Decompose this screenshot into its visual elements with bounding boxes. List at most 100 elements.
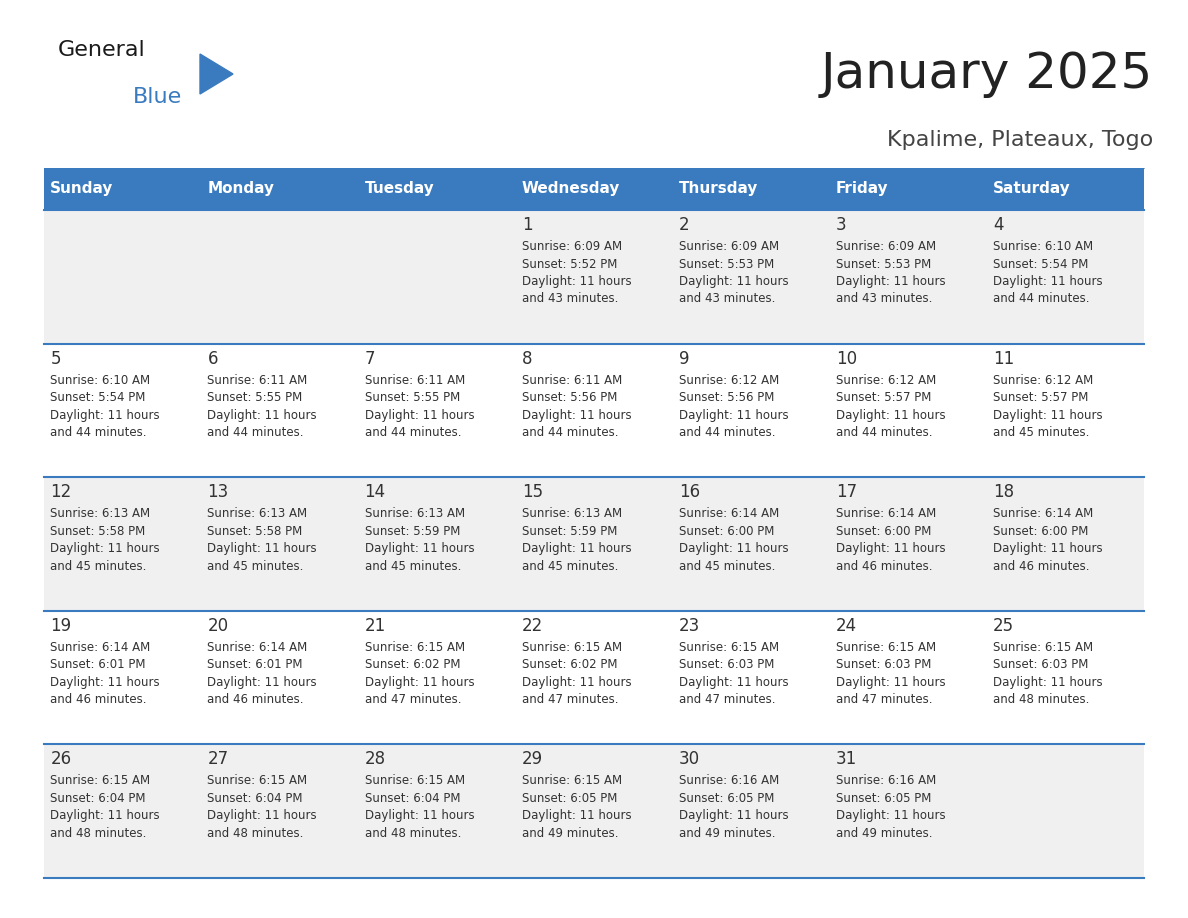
- Text: 8: 8: [522, 350, 532, 367]
- Text: Sunrise: 6:13 AM
Sunset: 5:59 PM
Daylight: 11 hours
and 45 minutes.: Sunrise: 6:13 AM Sunset: 5:59 PM Dayligh…: [365, 508, 474, 573]
- Text: Sunrise: 6:09 AM
Sunset: 5:53 PM
Daylight: 11 hours
and 43 minutes.: Sunrise: 6:09 AM Sunset: 5:53 PM Dayligh…: [678, 240, 789, 306]
- Text: Sunrise: 6:09 AM
Sunset: 5:53 PM
Daylight: 11 hours
and 43 minutes.: Sunrise: 6:09 AM Sunset: 5:53 PM Dayligh…: [836, 240, 946, 306]
- Text: 22: 22: [522, 617, 543, 635]
- Bar: [672, 343, 829, 477]
- Bar: [44, 744, 201, 878]
- Text: 11: 11: [993, 350, 1015, 367]
- Bar: [987, 168, 1144, 210]
- Bar: [987, 343, 1144, 477]
- Bar: [987, 210, 1144, 343]
- Text: Sunrise: 6:15 AM
Sunset: 6:03 PM
Daylight: 11 hours
and 47 minutes.: Sunrise: 6:15 AM Sunset: 6:03 PM Dayligh…: [836, 641, 946, 706]
- Bar: [672, 168, 829, 210]
- Text: Sunday: Sunday: [50, 182, 114, 196]
- Bar: [516, 477, 672, 610]
- Text: Sunrise: 6:14 AM
Sunset: 6:01 PM
Daylight: 11 hours
and 46 minutes.: Sunrise: 6:14 AM Sunset: 6:01 PM Dayligh…: [208, 641, 317, 706]
- Text: Sunrise: 6:15 AM
Sunset: 6:02 PM
Daylight: 11 hours
and 47 minutes.: Sunrise: 6:15 AM Sunset: 6:02 PM Dayligh…: [522, 641, 631, 706]
- Text: Sunrise: 6:15 AM
Sunset: 6:05 PM
Daylight: 11 hours
and 49 minutes.: Sunrise: 6:15 AM Sunset: 6:05 PM Dayligh…: [522, 775, 631, 840]
- Bar: [829, 477, 987, 610]
- Text: 28: 28: [365, 750, 386, 768]
- Text: 1: 1: [522, 216, 532, 234]
- Bar: [672, 744, 829, 878]
- Bar: [516, 610, 672, 744]
- Bar: [201, 744, 359, 878]
- Text: 19: 19: [50, 617, 71, 635]
- Bar: [359, 168, 516, 210]
- Text: Sunrise: 6:14 AM
Sunset: 6:00 PM
Daylight: 11 hours
and 46 minutes.: Sunrise: 6:14 AM Sunset: 6:00 PM Dayligh…: [836, 508, 946, 573]
- Text: Sunrise: 6:15 AM
Sunset: 6:03 PM
Daylight: 11 hours
and 47 minutes.: Sunrise: 6:15 AM Sunset: 6:03 PM Dayligh…: [678, 641, 789, 706]
- Bar: [829, 343, 987, 477]
- Bar: [672, 210, 829, 343]
- Bar: [987, 744, 1144, 878]
- Text: 14: 14: [365, 483, 386, 501]
- Text: Sunrise: 6:12 AM
Sunset: 5:57 PM
Daylight: 11 hours
and 44 minutes.: Sunrise: 6:12 AM Sunset: 5:57 PM Dayligh…: [836, 374, 946, 439]
- Text: 3: 3: [836, 216, 847, 234]
- Text: Sunrise: 6:11 AM
Sunset: 5:55 PM
Daylight: 11 hours
and 44 minutes.: Sunrise: 6:11 AM Sunset: 5:55 PM Dayligh…: [365, 374, 474, 439]
- Text: 13: 13: [208, 483, 228, 501]
- Text: Sunrise: 6:13 AM
Sunset: 5:58 PM
Daylight: 11 hours
and 45 minutes.: Sunrise: 6:13 AM Sunset: 5:58 PM Dayligh…: [50, 508, 160, 573]
- Text: 24: 24: [836, 617, 857, 635]
- Text: Sunrise: 6:14 AM
Sunset: 6:00 PM
Daylight: 11 hours
and 45 minutes.: Sunrise: 6:14 AM Sunset: 6:00 PM Dayligh…: [678, 508, 789, 573]
- Bar: [201, 477, 359, 610]
- Text: 27: 27: [208, 750, 228, 768]
- Text: Sunrise: 6:12 AM
Sunset: 5:57 PM
Daylight: 11 hours
and 45 minutes.: Sunrise: 6:12 AM Sunset: 5:57 PM Dayligh…: [993, 374, 1102, 439]
- Bar: [829, 610, 987, 744]
- Text: Kpalime, Plateaux, Togo: Kpalime, Plateaux, Togo: [886, 130, 1154, 150]
- Text: 30: 30: [678, 750, 700, 768]
- Text: Wednesday: Wednesday: [522, 182, 620, 196]
- Text: 7: 7: [365, 350, 375, 367]
- Bar: [44, 477, 201, 610]
- Bar: [201, 210, 359, 343]
- Bar: [359, 210, 516, 343]
- Text: Sunrise: 6:15 AM
Sunset: 6:02 PM
Daylight: 11 hours
and 47 minutes.: Sunrise: 6:15 AM Sunset: 6:02 PM Dayligh…: [365, 641, 474, 706]
- Bar: [829, 744, 987, 878]
- Bar: [516, 343, 672, 477]
- Text: Tuesday: Tuesday: [365, 182, 435, 196]
- Text: 17: 17: [836, 483, 857, 501]
- Bar: [201, 343, 359, 477]
- Text: 31: 31: [836, 750, 858, 768]
- Text: Sunrise: 6:16 AM
Sunset: 6:05 PM
Daylight: 11 hours
and 49 minutes.: Sunrise: 6:16 AM Sunset: 6:05 PM Dayligh…: [678, 775, 789, 840]
- Bar: [201, 610, 359, 744]
- Text: January 2025: January 2025: [821, 50, 1154, 98]
- Text: 16: 16: [678, 483, 700, 501]
- Text: 18: 18: [993, 483, 1015, 501]
- Text: 5: 5: [50, 350, 61, 367]
- Text: 15: 15: [522, 483, 543, 501]
- Text: Sunrise: 6:14 AM
Sunset: 6:01 PM
Daylight: 11 hours
and 46 minutes.: Sunrise: 6:14 AM Sunset: 6:01 PM Dayligh…: [50, 641, 160, 706]
- Text: Sunrise: 6:13 AM
Sunset: 5:59 PM
Daylight: 11 hours
and 45 minutes.: Sunrise: 6:13 AM Sunset: 5:59 PM Dayligh…: [522, 508, 631, 573]
- Text: 20: 20: [208, 617, 228, 635]
- Text: 25: 25: [993, 617, 1015, 635]
- Text: 4: 4: [993, 216, 1004, 234]
- Bar: [44, 168, 201, 210]
- Bar: [829, 168, 987, 210]
- Text: 12: 12: [50, 483, 71, 501]
- Text: 21: 21: [365, 617, 386, 635]
- Bar: [516, 168, 672, 210]
- Text: Friday: Friday: [836, 182, 889, 196]
- Bar: [672, 477, 829, 610]
- Text: Sunrise: 6:12 AM
Sunset: 5:56 PM
Daylight: 11 hours
and 44 minutes.: Sunrise: 6:12 AM Sunset: 5:56 PM Dayligh…: [678, 374, 789, 439]
- Text: Thursday: Thursday: [678, 182, 758, 196]
- Text: Sunrise: 6:15 AM
Sunset: 6:04 PM
Daylight: 11 hours
and 48 minutes.: Sunrise: 6:15 AM Sunset: 6:04 PM Dayligh…: [365, 775, 474, 840]
- Text: Sunrise: 6:10 AM
Sunset: 5:54 PM
Daylight: 11 hours
and 44 minutes.: Sunrise: 6:10 AM Sunset: 5:54 PM Dayligh…: [50, 374, 160, 439]
- Bar: [44, 343, 201, 477]
- Bar: [359, 477, 516, 610]
- Bar: [44, 210, 201, 343]
- Bar: [829, 210, 987, 343]
- Bar: [44, 610, 201, 744]
- Text: 9: 9: [678, 350, 689, 367]
- Text: Sunrise: 6:14 AM
Sunset: 6:00 PM
Daylight: 11 hours
and 46 minutes.: Sunrise: 6:14 AM Sunset: 6:00 PM Dayligh…: [993, 508, 1102, 573]
- Bar: [359, 744, 516, 878]
- Text: Sunrise: 6:15 AM
Sunset: 6:04 PM
Daylight: 11 hours
and 48 minutes.: Sunrise: 6:15 AM Sunset: 6:04 PM Dayligh…: [208, 775, 317, 840]
- Text: Sunrise: 6:11 AM
Sunset: 5:56 PM
Daylight: 11 hours
and 44 minutes.: Sunrise: 6:11 AM Sunset: 5:56 PM Dayligh…: [522, 374, 631, 439]
- Bar: [201, 168, 359, 210]
- Text: Sunrise: 6:10 AM
Sunset: 5:54 PM
Daylight: 11 hours
and 44 minutes.: Sunrise: 6:10 AM Sunset: 5:54 PM Dayligh…: [993, 240, 1102, 306]
- Text: General: General: [58, 40, 146, 60]
- Text: 6: 6: [208, 350, 217, 367]
- Text: Saturday: Saturday: [993, 182, 1070, 196]
- Text: Sunrise: 6:09 AM
Sunset: 5:52 PM
Daylight: 11 hours
and 43 minutes.: Sunrise: 6:09 AM Sunset: 5:52 PM Dayligh…: [522, 240, 631, 306]
- Text: 29: 29: [522, 750, 543, 768]
- Text: 23: 23: [678, 617, 700, 635]
- Text: Sunrise: 6:13 AM
Sunset: 5:58 PM
Daylight: 11 hours
and 45 minutes.: Sunrise: 6:13 AM Sunset: 5:58 PM Dayligh…: [208, 508, 317, 573]
- Text: Sunrise: 6:16 AM
Sunset: 6:05 PM
Daylight: 11 hours
and 49 minutes.: Sunrise: 6:16 AM Sunset: 6:05 PM Dayligh…: [836, 775, 946, 840]
